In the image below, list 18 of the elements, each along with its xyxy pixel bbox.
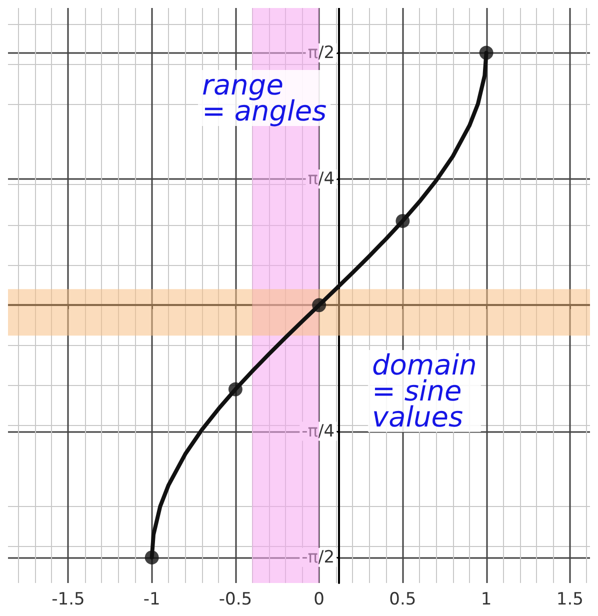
y-tick-label: π/2	[308, 42, 335, 63]
y-tick-label: π/4	[308, 168, 335, 189]
x-tick-label: -0.5	[218, 590, 252, 610]
point	[144, 550, 159, 564]
annotation: domain = sine values	[372, 348, 477, 434]
x-tick-label: 1	[480, 590, 492, 610]
x-tick-label: -1	[143, 590, 160, 610]
x-tick-label: -1.5	[52, 590, 85, 610]
point	[396, 214, 410, 228]
x-tick-label: 0.5	[389, 590, 416, 610]
x-tick-label: 1.5	[556, 590, 584, 610]
point	[312, 298, 326, 312]
y-tick-label: -π/4	[302, 421, 335, 442]
y-tick-label: -π/2	[302, 547, 335, 568]
point	[228, 382, 242, 396]
x-tick-label: 0	[314, 590, 324, 610]
point	[479, 46, 494, 60]
annotation: range = angles	[202, 68, 327, 128]
